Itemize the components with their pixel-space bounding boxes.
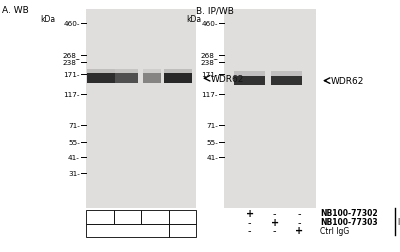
Text: HeLa: HeLa	[116, 226, 138, 235]
Text: 41-: 41-	[68, 155, 80, 161]
Text: 55-: 55-	[68, 140, 80, 146]
Text: WDR62: WDR62	[210, 74, 244, 83]
Bar	[224, 10, 316, 208]
Bar	[168, 210, 196, 225]
Bar	[168, 225, 196, 237]
Bar	[164, 74, 192, 84]
Text: 50: 50	[94, 213, 105, 222]
Bar	[141, 210, 168, 225]
Text: 15: 15	[122, 213, 132, 222]
Text: Ctrl IgG: Ctrl IgG	[320, 226, 349, 235]
Text: 238¯: 238¯	[62, 59, 80, 66]
Text: A. WB: A. WB	[2, 6, 29, 15]
Text: kDa: kDa	[40, 15, 55, 24]
Text: 268_: 268_	[200, 52, 218, 59]
Text: 55-: 55-	[206, 140, 218, 146]
Text: +: +	[270, 217, 279, 227]
Text: B. IP/WB: B. IP/WB	[196, 6, 234, 15]
Text: 460-: 460-	[202, 21, 218, 27]
Text: 171-: 171-	[202, 72, 218, 78]
Text: 71-: 71-	[206, 123, 218, 129]
Text: NB100-77303: NB100-77303	[320, 217, 378, 226]
Text: -: -	[298, 208, 301, 218]
Text: 5: 5	[152, 213, 157, 222]
Text: 460-: 460-	[64, 21, 80, 27]
Text: 50: 50	[177, 213, 188, 222]
Text: -: -	[248, 226, 252, 236]
Text: -: -	[273, 226, 276, 236]
Bar	[143, 69, 161, 74]
Bar	[115, 69, 138, 74]
Text: -: -	[248, 217, 252, 227]
Text: IP: IP	[398, 217, 400, 226]
Bar	[271, 77, 302, 86]
Text: 117-: 117-	[202, 91, 218, 97]
Text: kDa: kDa	[186, 15, 201, 24]
Text: 31-: 31-	[68, 170, 80, 176]
Bar	[86, 10, 196, 208]
Bar	[86, 210, 114, 225]
Text: 171-: 171-	[64, 72, 80, 78]
Text: T: T	[180, 226, 185, 235]
Text: NB100-77302: NB100-77302	[320, 208, 378, 217]
Bar	[88, 69, 116, 74]
Bar	[115, 74, 138, 84]
Bar	[271, 72, 302, 77]
Bar	[234, 72, 265, 77]
Text: +: +	[295, 226, 304, 236]
Text: -: -	[298, 217, 301, 227]
Bar	[88, 74, 116, 84]
Text: 117-: 117-	[64, 91, 80, 97]
Text: +: +	[246, 208, 254, 218]
Text: 268_: 268_	[62, 52, 80, 59]
Bar	[164, 69, 192, 74]
Text: WDR62: WDR62	[330, 77, 364, 86]
Text: 41-: 41-	[206, 155, 218, 161]
Text: -: -	[273, 208, 276, 218]
Bar	[143, 74, 161, 84]
Text: 71-: 71-	[68, 123, 80, 129]
Bar	[114, 210, 141, 225]
Bar	[86, 225, 168, 237]
Bar	[234, 77, 265, 86]
Text: 238¯: 238¯	[200, 59, 218, 66]
